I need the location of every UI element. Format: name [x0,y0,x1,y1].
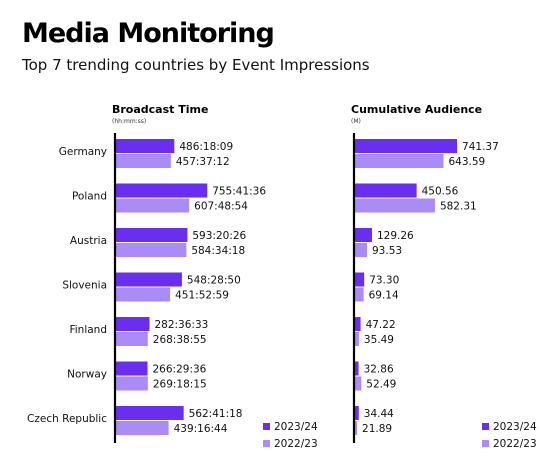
panel-2-legend-swatch-0 [482,423,489,430]
panel-1-legend-swatch-0 [263,423,270,430]
panel-2-data-label-2-0: 129.26 [377,230,414,242]
page-subtitle: Top 7 trending countries by Event Impres… [22,56,370,74]
panel-1-bar-6-1 [115,421,169,435]
category-label-4: Finland [69,324,107,336]
panel-2-legend-swatch-1 [482,440,489,447]
category-label-2: Austria [70,235,107,247]
category-label-3: Slovenia [62,280,107,292]
panel-1-legend-label-1: 2022/23 [274,438,318,450]
panel-2-bar-5-1 [354,376,362,391]
panel-2-bar-4-0 [354,317,361,331]
panel-2-bar-4-1 [354,332,359,346]
panel-1-bar-1-0 [115,183,208,198]
panel-1-data-label-2-0: 593:20:26 [192,230,246,242]
panel-2-bar-1-0 [354,183,417,198]
panel-1-legend-label-0: 2023/24 [274,421,318,433]
panel-1-bar-5-1 [115,376,148,391]
panel-2-data-label-3-1: 69.14 [369,290,399,302]
category-label-1: Poland [72,191,107,203]
panel-2-bar-3-1 [354,287,364,302]
panel-1-data-label-1-0: 755:41:36 [212,186,266,198]
panel-1-data-label-3-1: 451:52:59 [175,290,229,302]
panel-1-bar-0-1 [115,154,171,168]
category-label-0: Germany [59,146,107,158]
panel-1-data-label-5-1: 269:18:15 [153,379,207,391]
panel-1-legend-swatch-1 [263,440,270,447]
page-title: Media Monitoring [22,18,275,49]
panel-1-bar-4-0 [115,317,150,331]
panel-1-data-label-4-1: 268:38:55 [153,334,207,346]
panel-1-data-label-0-0: 486:18:09 [179,141,233,153]
panel-2-data-label-3-0: 73.30 [369,275,399,287]
panel-1-bar-2-0 [115,228,188,242]
panel-2-data-label-1-0: 450.56 [422,186,459,198]
panel-2-bar-2-0 [354,228,372,242]
panel-2-bar-6-0 [354,406,359,420]
panel-2-bar-1-1 [354,198,435,213]
panel-2-bar-0-0 [354,139,458,153]
category-label-5: Norway [67,369,107,381]
panel-2-data-label-5-1: 52.49 [366,379,396,391]
panel-1-bar-0-0 [115,139,175,153]
panel-2-data-label-6-0: 34.44 [364,408,394,420]
panel-1-bar-6-0 [115,406,184,420]
panel-2-data-label-6-1: 21.89 [362,423,392,435]
panel-2-bar-0-1 [354,154,444,168]
category-label-6: Czech Republic [27,413,107,425]
panel-2-data-label-2-1: 93.53 [372,245,402,257]
panel-2-bar-5-0 [354,361,359,376]
panel-1-bar-3-1 [115,287,171,302]
panel-1-bar-1-1 [115,198,190,213]
panel-1-bar-5-0 [115,361,148,376]
panel-2-data-label-5-0: 32.86 [364,364,394,376]
panel-2-title: Cumulative Audience [351,103,482,116]
panel-1-bar-4-1 [115,332,148,346]
panel-1-data-label-3-0: 548:28:50 [187,275,241,287]
panel-2-bar-6-1 [354,421,358,435]
panel-1-data-label-4-0: 282:36:33 [154,319,208,331]
panel-2-data-label-0-0: 741.37 [462,141,499,153]
panel-2-legend-label-1: 2022/23 [493,438,537,450]
panel-1-data-label-5-0: 266:29:36 [153,364,207,376]
panel-2-bar-2-1 [354,243,368,257]
panel-2-legend-label-0: 2023/24 [493,421,537,433]
panel-1-data-label-2-1: 584:34:18 [191,245,245,257]
panel-1-bar-2-1 [115,243,187,257]
panel-1-title: Broadcast Time [112,103,208,116]
panel-1-data-label-6-1: 439:16:44 [174,423,228,435]
panel-2-unit-label: (M) [351,118,361,125]
panel-1-data-label-6-0: 562:41:18 [189,408,243,420]
panel-2-data-label-4-0: 47.22 [366,319,396,331]
panel-2-data-label-1-1: 582.31 [440,201,477,213]
panel-1-data-label-1-1: 607:48:54 [194,201,248,213]
panel-1-unit-label: (hh:mm:ss) [112,118,146,125]
panel-1-bar-3-0 [115,272,182,287]
panel-1-data-label-0-1: 457:37:12 [176,156,230,168]
panel-2-data-label-0-1: 643.59 [448,156,485,168]
panel-2-bar-3-0 [354,272,365,287]
panel-2-data-label-4-1: 35.49 [364,334,394,346]
